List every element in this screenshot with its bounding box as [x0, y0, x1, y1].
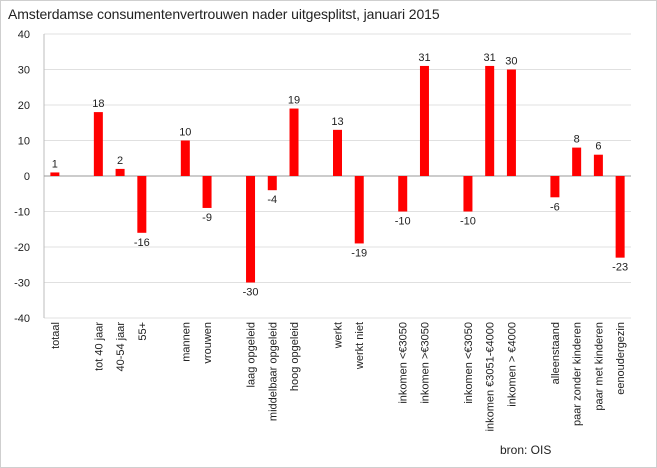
- category-label: paar zonder kinderen: [572, 322, 584, 426]
- y-tick-label: -10: [14, 207, 30, 219]
- y-tick-label: 20: [18, 100, 30, 112]
- category-label: middelbaar opgeleid: [267, 322, 279, 421]
- data-label: 18: [92, 98, 104, 110]
- y-tick-label: 40: [18, 29, 30, 41]
- bar: [333, 129, 342, 176]
- bar: [246, 176, 256, 283]
- bar: [50, 172, 60, 176]
- data-label: 19: [288, 95, 300, 107]
- category-label: hoog opgeleid: [289, 322, 301, 391]
- bar: [572, 147, 582, 176]
- data-label: 6: [595, 141, 601, 153]
- category-label: laag opgeleid: [246, 322, 258, 387]
- y-tick-label: 0: [24, 171, 30, 183]
- x-axis: totaal tot 40 jaar 40-54 jaar 55+ mannen vrou…: [50, 322, 627, 432]
- bar: [550, 176, 560, 198]
- category-label: inkomen <€3050: [463, 322, 475, 404]
- category-label: paar met kinderen: [593, 322, 605, 411]
- category-label: vrouwen: [202, 322, 214, 364]
- y-tick-label: 30: [18, 65, 30, 77]
- data-label: -16: [134, 237, 150, 249]
- data-label: 1: [52, 158, 58, 170]
- bar: [289, 108, 299, 176]
- bar: [93, 112, 103, 176]
- category-label: eenoudergezin: [615, 322, 627, 395]
- bar: [419, 65, 429, 176]
- bar: [485, 65, 495, 176]
- y-tick-label: 10: [18, 136, 30, 148]
- bar: [115, 168, 125, 176]
- data-label: 13: [331, 116, 343, 128]
- data-label: 31: [484, 52, 496, 64]
- bar: [398, 176, 408, 212]
- category-label: 40-54 jaar: [115, 322, 127, 372]
- bar: [202, 176, 212, 208]
- data-label: 31: [418, 52, 430, 64]
- bar: [593, 154, 603, 176]
- bar: [506, 69, 516, 176]
- data-label: -30: [243, 287, 259, 299]
- bar: [267, 176, 277, 191]
- category-label: 55+: [137, 322, 149, 341]
- y-tick-label: -20: [14, 242, 30, 254]
- category-label: inkomen <€3050: [398, 322, 410, 404]
- bar: [463, 176, 473, 212]
- data-labels: 1 18 2 -16 10 -9 -30 -4 19 13 -19 -10 31 -10 31 30 -6 8 6 -…: [52, 52, 628, 299]
- bar: [354, 176, 364, 244]
- data-label: -10: [395, 216, 411, 228]
- category-label: werkt: [333, 322, 345, 349]
- data-label: 8: [574, 134, 580, 146]
- data-label: -4: [267, 194, 277, 206]
- bar: [137, 176, 147, 233]
- chart-title: Amsterdamse consumentenvertrouwen nader …: [8, 6, 440, 22]
- bar: [615, 176, 625, 258]
- category-label: alleenstaand: [550, 322, 562, 384]
- data-label: -19: [351, 247, 367, 259]
- data-label: -10: [460, 216, 476, 228]
- chart-source: bron: OIS: [500, 443, 552, 457]
- y-tick-label: -40: [14, 313, 30, 325]
- bar: [180, 140, 190, 176]
- data-label: -6: [550, 201, 560, 213]
- data-label: -9: [202, 212, 212, 224]
- category-label: totaal: [50, 322, 62, 349]
- data-label: 2: [117, 155, 123, 167]
- data-label: -23: [612, 262, 628, 274]
- category-label: inkomen > €4000: [506, 322, 518, 407]
- data-label: 10: [179, 127, 191, 139]
- category-label: werkt niet: [354, 322, 366, 370]
- category-label: mannen: [180, 322, 192, 362]
- bars: [50, 65, 625, 283]
- data-label: 30: [505, 56, 517, 68]
- category-label: inkomen >€3050: [419, 322, 431, 404]
- category-label: tot 40 jaar: [93, 322, 105, 371]
- y-axis: 40 30 20 10 0 -10 -20 -30 -40: [14, 29, 631, 325]
- category-label: inkomen €3051-€4000: [485, 322, 497, 431]
- y-tick-label: -30: [14, 278, 30, 290]
